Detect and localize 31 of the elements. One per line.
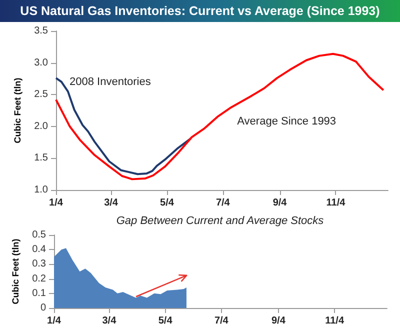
y-axis-title: Cubic Feet (tln) — [10, 238, 20, 304]
y-tick-label: 0.4 — [32, 244, 46, 256]
x-tick-label: 5/4 — [160, 198, 174, 208]
y-tick-label: 0.1 — [32, 288, 46, 299]
y-tick-label: 1.0 — [34, 184, 48, 196]
y-tick-label: 2.5 — [34, 89, 48, 100]
x-tick-label: 7/4 — [214, 316, 229, 326]
x-tick-label: 11/4 — [326, 198, 346, 208]
line-series — [55, 52, 384, 180]
x-tick-label: 9/4 — [272, 316, 286, 326]
x-tick-label: 11/4 — [325, 316, 344, 326]
x-tick-label: 1/4 — [49, 198, 64, 208]
y-tick-label: 0.5 — [32, 230, 46, 240]
x-tick-label: 7/4 — [216, 198, 230, 208]
y-tick-label: 0 — [40, 302, 46, 314]
y-tick-label: 3.0 — [34, 57, 48, 68]
y-tick-label: 0.3 — [32, 258, 46, 270]
x-tick-label: 3/4 — [104, 198, 118, 208]
series-label: 2008 Inventories — [70, 76, 152, 88]
x-tick-label: 1/4 — [47, 316, 62, 326]
chart-title: US Natural Gas Inventories: Current vs Average (Since 1993) — [0, 0, 400, 22]
y-tick-label: 3.5 — [34, 26, 48, 36]
y-tick-label: 0.2 — [32, 273, 46, 284]
x-tick-label: 3/4 — [102, 316, 117, 326]
y-axis-title: Cubic Feet (tln) — [12, 78, 22, 144]
x-tick-label: 9/4 — [272, 198, 288, 208]
y-tick-label: 2.0 — [34, 120, 48, 132]
series-label: Average Since 1993 — [237, 115, 336, 128]
chart-title: Gap Between Current and Average Stocks — [115, 215, 325, 227]
y-tick-label: 1.5 — [34, 152, 48, 164]
x-tick-label: 5/4 — [158, 316, 173, 326]
